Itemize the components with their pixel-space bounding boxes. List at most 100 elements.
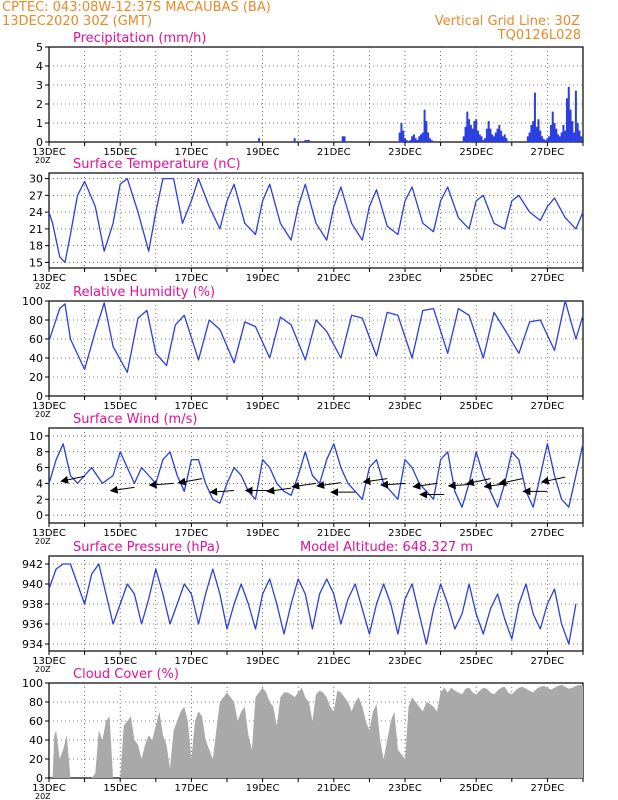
precipitation-bar bbox=[482, 140, 485, 142]
precipitation-ytick-label: 5 bbox=[36, 41, 43, 54]
temperature-ytick-label: 27 bbox=[29, 189, 43, 202]
precipitation-ytick-label: 3 bbox=[36, 79, 43, 92]
precipitation-bar bbox=[416, 140, 419, 142]
cloud-cover-ytick-label: 0 bbox=[36, 772, 43, 785]
precipitation-bar bbox=[580, 136, 583, 142]
precipitation-bar bbox=[491, 134, 494, 142]
precipitation-bar bbox=[489, 128, 492, 142]
precipitation-bar bbox=[409, 140, 412, 142]
humidity-title: Relative Humidity (%) bbox=[73, 285, 215, 300]
precipitation-xtick-label: 15DEC bbox=[103, 147, 137, 158]
precipitation-bar bbox=[423, 109, 426, 142]
precipitation-bar bbox=[462, 136, 465, 142]
precipitation-bar bbox=[551, 111, 554, 142]
wind-direction-arrow bbox=[60, 475, 85, 484]
pressure-ytick-label: 938 bbox=[22, 598, 43, 611]
wind-ytick-label: 0 bbox=[36, 509, 43, 522]
precipitation-bar bbox=[526, 136, 529, 142]
precipitation-bar bbox=[306, 140, 309, 142]
humidity-xtick-label: 15DEC bbox=[103, 401, 137, 412]
temperature-xtick-label: 17DEC bbox=[175, 273, 209, 284]
precipitation-bar bbox=[412, 134, 415, 142]
precipitation-bar bbox=[578, 130, 581, 142]
temperature-xtick-label: 25DEC bbox=[459, 273, 493, 284]
wind-direction-arrow bbox=[362, 477, 388, 485]
precipitation-bar bbox=[544, 140, 547, 142]
wind-direction-arrow bbox=[412, 481, 438, 490]
run-date: 13DEC2020 30Z (GMT) bbox=[2, 14, 153, 29]
precipitation-bar bbox=[407, 141, 410, 142]
cloud-cover-xtick-label: 19DEC bbox=[246, 783, 280, 794]
wind-direction-arrow bbox=[209, 487, 235, 496]
precipitation-bar bbox=[484, 138, 487, 142]
wind-xtick-label: 25DEC bbox=[459, 528, 493, 539]
pressure-xtick-label: 17DEC bbox=[175, 656, 209, 667]
precipitation-bar bbox=[411, 136, 414, 142]
precipitation-bar bbox=[480, 136, 483, 142]
temperature-xtick-label: 15DEC bbox=[103, 273, 137, 284]
precipitation-bar bbox=[402, 130, 405, 142]
cloud-cover-xtick-label: 17DEC bbox=[175, 783, 209, 794]
cloud-cover-xtick-label: 27DEC bbox=[531, 783, 565, 794]
temperature-ytick-label: 18 bbox=[29, 240, 43, 253]
precipitation-bar bbox=[471, 128, 474, 142]
wind-direction-arrow bbox=[465, 478, 491, 487]
wind-xtick-label: 19DEC bbox=[246, 528, 280, 539]
precipitation-bar bbox=[576, 123, 579, 142]
pressure-title: Surface Pressure (hPa) bbox=[73, 540, 220, 555]
pressure-xtick-label: 25DEC bbox=[459, 656, 493, 667]
cloud-cover-xtick-label: 21DEC bbox=[317, 783, 351, 794]
precipitation-bar bbox=[425, 121, 428, 142]
precipitation-ytick-label: 4 bbox=[36, 60, 43, 73]
wind-ytick-label: 10 bbox=[29, 430, 43, 443]
wind-xtick-label: 27DEC bbox=[531, 528, 565, 539]
humidity-ytick-label: 20 bbox=[29, 371, 43, 384]
precipitation-bar bbox=[498, 124, 501, 142]
precipitation-title: Precipitation (mm/h) bbox=[73, 31, 206, 46]
precipitation-bar bbox=[493, 136, 495, 142]
humidity-ytick-label: 80 bbox=[29, 314, 43, 327]
temperature-xtick-label: 21DEC bbox=[317, 273, 351, 284]
temperature-series-line bbox=[48, 177, 584, 264]
precipitation-ytick-label: 2 bbox=[36, 98, 43, 111]
precipitation-bar bbox=[537, 119, 540, 142]
temperature-xtick-label: 23DEC bbox=[388, 273, 422, 284]
precipitation-bar bbox=[557, 134, 560, 142]
pressure-panel: 934 936 938 940 942 13DEC 15DEC 17DEC 19DEC 21DEC… bbox=[22, 540, 584, 674]
precipitation-bar bbox=[473, 121, 476, 142]
pressure-frame bbox=[48, 555, 584, 652]
cloud-cover-ytick-label: 80 bbox=[29, 696, 43, 709]
precipitation-bar bbox=[485, 128, 488, 142]
cloud-cover-panel: 0 20 40 60 80 100 13DEC 15DEC 17DEC 19DEC 21DEC 23D… bbox=[22, 667, 584, 800]
precipitation-bar bbox=[528, 132, 531, 142]
cloud-cover-xtick-label: 13DEC bbox=[32, 783, 66, 794]
precipitation-bar bbox=[343, 136, 346, 142]
precipitation-bar bbox=[532, 121, 535, 142]
humidity-xtick-label: 21DEC bbox=[317, 401, 351, 412]
wind-panel: 0 2 4 6 8 10 13DEC 15DEC 17DEC 19DEC 21DEC 23DEC 25D… bbox=[29, 412, 584, 546]
precipitation-bar bbox=[428, 138, 431, 142]
precipitation-bar bbox=[564, 130, 567, 142]
pressure-x-extra-label: 20Z bbox=[35, 665, 51, 674]
pressure-ytick-label: 936 bbox=[22, 618, 43, 631]
pressure-xtick-label: 27DEC bbox=[531, 656, 565, 667]
wind-direction-arrow bbox=[540, 476, 566, 485]
precipitation-xtick-label: 13DEC bbox=[32, 147, 66, 158]
temperature-ytick-label: 30 bbox=[29, 173, 43, 186]
pressure-xtick-label: 23DEC bbox=[388, 656, 422, 667]
precipitation-bar bbox=[293, 138, 296, 142]
precipitation-bar bbox=[535, 126, 538, 142]
precipitation-bar bbox=[555, 128, 558, 142]
humidity-frame bbox=[48, 300, 584, 397]
temperature-xtick-label: 27DEC bbox=[531, 273, 565, 284]
humidity-ytick-label: 40 bbox=[29, 352, 43, 365]
precipitation-xtick-label: 19DEC bbox=[246, 147, 280, 158]
cloud-cover-xtick-label: 25DEC bbox=[459, 783, 493, 794]
model-id: TQ0126L028 bbox=[497, 28, 581, 43]
temperature-ytick-label: 24 bbox=[29, 206, 43, 219]
precipitation-bar bbox=[546, 138, 549, 142]
humidity-xtick-label: 23DEC bbox=[388, 401, 422, 412]
precipitation-bar bbox=[549, 124, 552, 142]
cloud-cover-ytick-label: 100 bbox=[22, 677, 43, 690]
